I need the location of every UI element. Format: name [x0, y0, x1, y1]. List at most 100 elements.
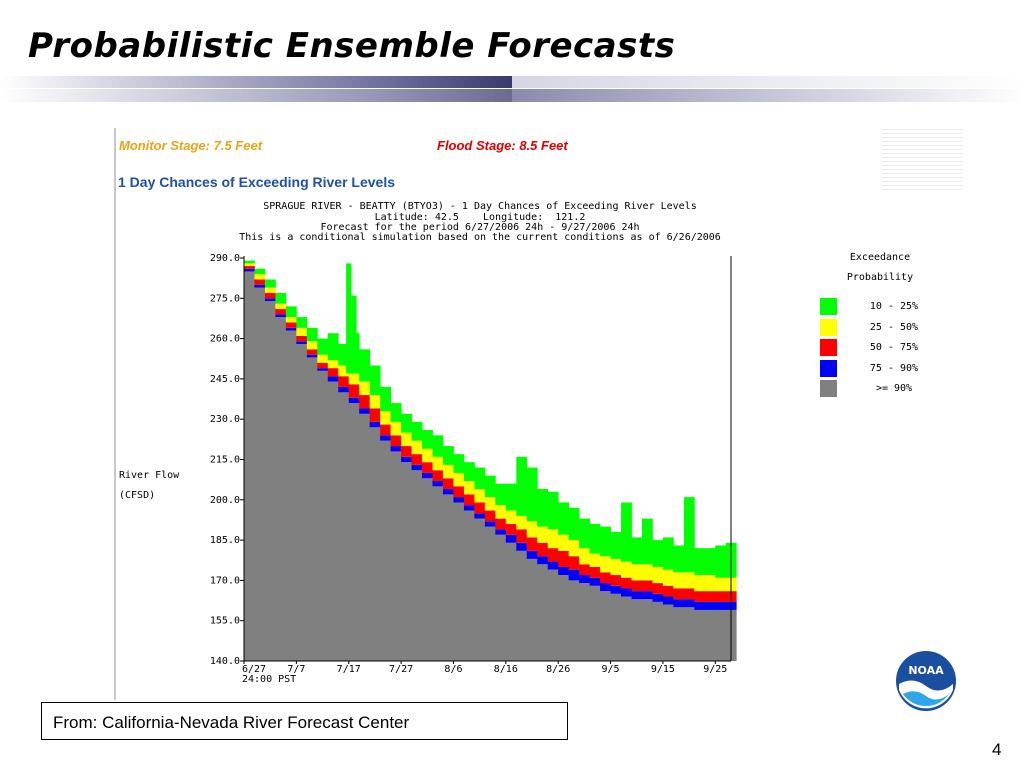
- bar-gte-90: [463, 510, 475, 661]
- bar-p10-25: [432, 435, 444, 457]
- bar-p50-75: [600, 572, 611, 584]
- legend-title-line-2: Probability: [846, 272, 914, 283]
- bar-p25-50: [285, 317, 297, 323]
- bar-p75-90: [704, 601, 716, 610]
- bar-p25-50: [474, 489, 486, 503]
- bar-p25-50: [401, 432, 412, 447]
- bar-gte-90: [579, 583, 591, 661]
- bar-p25-50: [516, 515, 528, 530]
- bar-p25-50: [495, 505, 507, 519]
- bar-p25-50: [589, 553, 601, 567]
- bar-gte-90: [327, 381, 339, 661]
- y-axis-label: River Flow: [119, 470, 180, 481]
- bar-p10-25: [359, 349, 371, 382]
- bar-gte-90: [275, 317, 287, 661]
- bar-p25-50: [662, 569, 674, 586]
- flood-stage-label: Flood Stage: 8.5 Feet: [437, 138, 568, 153]
- bar-gte-90: [568, 580, 580, 661]
- bar-p50-75: [505, 523, 517, 535]
- bar-gte-90: [495, 534, 507, 661]
- coordinates-line: Latitude: 42.5 Longitude: 121.2: [374, 212, 586, 223]
- bar-gte-90: [589, 585, 601, 661]
- bar-p50-75: [589, 566, 601, 578]
- bar-p10-25: [505, 483, 517, 511]
- bar-p25-50: [380, 411, 392, 425]
- bar-gte-90: [673, 607, 685, 661]
- bar-p50-75: [411, 454, 423, 465]
- y-tick-label: 245.0: [210, 374, 240, 385]
- bar-p10-25: [254, 268, 266, 275]
- figure-heading: 1 Day Chances of Exceeding River Levels: [118, 174, 396, 190]
- bar-p10-25: [474, 467, 486, 490]
- bar-gte-90: [264, 300, 276, 661]
- bar-p10-25: [442, 446, 454, 465]
- bar-p75-90: [600, 583, 611, 592]
- x-tick-label: 7/7: [287, 664, 305, 675]
- bar-p10-25: [411, 421, 423, 441]
- bar-p50-75: [495, 518, 507, 530]
- x-tick-label: 7/17: [337, 664, 361, 675]
- source-text: From: California-Nevada River Forecast C…: [53, 713, 410, 732]
- bar-p50-75: [254, 279, 266, 285]
- bar-p10-25: [306, 327, 318, 342]
- bar-gte-90: [683, 607, 695, 661]
- bar-gte-90: [652, 601, 664, 661]
- bar-p25-50: [610, 558, 622, 576]
- bar-p25-50: [631, 564, 643, 581]
- bar-p75-90: [621, 588, 632, 597]
- bar-p75-90: [547, 561, 559, 570]
- spike-p10-25: [351, 295, 357, 374]
- hatched-corner-graphic: [882, 129, 963, 190]
- bar-p10-25: [631, 537, 643, 565]
- bar-p50-75: [264, 292, 276, 299]
- bar-p75-90: [589, 577, 601, 586]
- bar-p25-50: [547, 529, 559, 549]
- bar-gte-90: [505, 542, 517, 661]
- bar-p10-25: [683, 497, 695, 573]
- bar-p50-75: [683, 588, 695, 600]
- bar-p50-75: [401, 446, 412, 457]
- bar-gte-90: [474, 518, 486, 661]
- bar-p25-50: [432, 456, 444, 471]
- bar-p50-75: [285, 322, 297, 328]
- bar-p25-50: [327, 360, 339, 369]
- bar-p10-25: [600, 526, 611, 557]
- bar-p75-90: [254, 284, 266, 288]
- y-tick-label: 290.0: [210, 253, 240, 264]
- bar-p10-25: [641, 518, 653, 565]
- bar-p25-50: [411, 440, 423, 455]
- bar-p25-50: [694, 575, 706, 592]
- bar-p10-25: [338, 343, 350, 366]
- noaa-logo-icon: NOAA: [896, 651, 956, 711]
- bar-p75-90: [264, 298, 276, 301]
- bar-p25-50: [641, 564, 653, 581]
- bar-p50-75: [526, 537, 538, 551]
- bar-p75-90: [285, 327, 297, 331]
- bar-p75-90: [348, 397, 360, 404]
- bar-p10-25: [317, 338, 329, 355]
- y-tick-label: 200.0: [210, 495, 240, 506]
- bar-p25-50: [579, 548, 591, 565]
- bar-p25-50: [715, 577, 727, 592]
- figure-frame: [114, 128, 966, 700]
- y-tick-label: 275.0: [210, 293, 240, 304]
- bar-gte-90: [558, 575, 570, 661]
- legend-swatch: [820, 318, 837, 336]
- bar-gte-90: [631, 599, 643, 661]
- bar-p10-25: [621, 502, 632, 562]
- bar-p10-25: [264, 279, 276, 288]
- bar-p50-75: [296, 335, 308, 342]
- bar-p75-90: [306, 354, 318, 358]
- bar-p75-90: [422, 472, 433, 479]
- bar-p50-75: [704, 591, 716, 602]
- bar-p10-25: [516, 456, 528, 516]
- bar-p10-25: [610, 532, 622, 559]
- bar-p25-50: [537, 526, 549, 543]
- y-tick-label: 155.0: [210, 616, 240, 627]
- bar-gte-90: [390, 451, 402, 661]
- y-tick-label: 140.0: [210, 656, 240, 667]
- bar-p75-90: [327, 376, 339, 382]
- bar-p25-50: [338, 365, 350, 377]
- bar-gte-90: [285, 330, 297, 661]
- bar-p25-50: [254, 274, 266, 280]
